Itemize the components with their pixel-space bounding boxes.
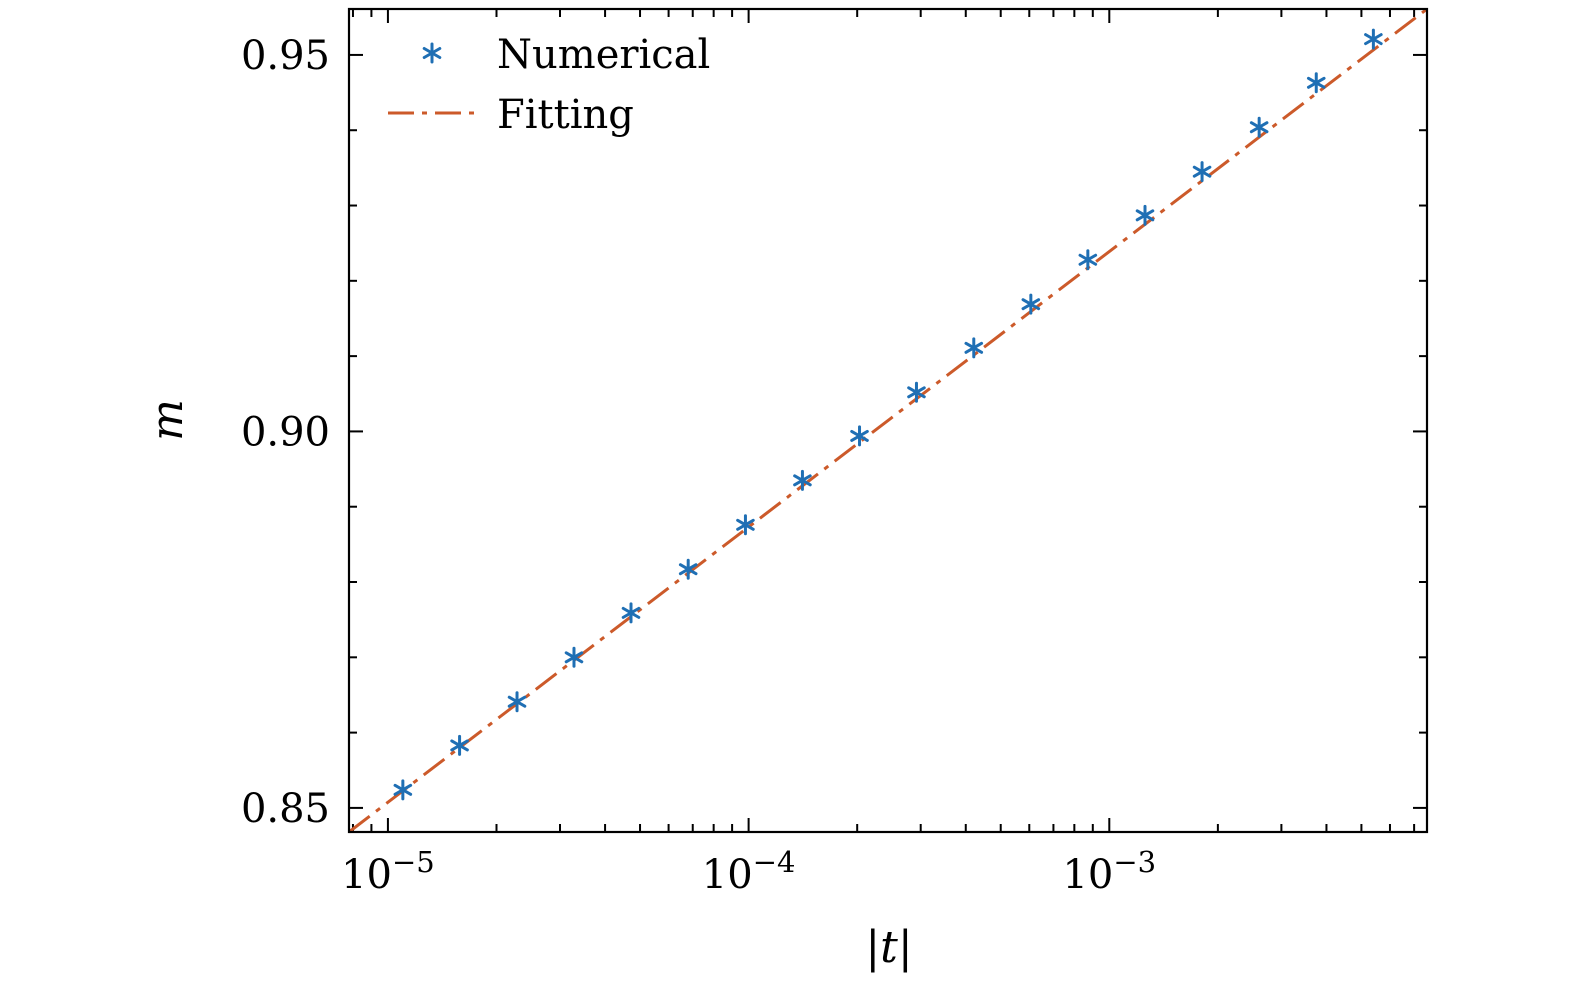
x-tick-label: 10−5 [341, 845, 435, 898]
data-point [507, 691, 527, 713]
data-point [907, 381, 926, 403]
legend-marker-numerical [422, 42, 442, 64]
numerical-series [393, 28, 1383, 801]
data-point [393, 779, 413, 801]
y-tick-label: 0.95 [241, 33, 330, 79]
y-axis-label: m [142, 399, 193, 441]
x-tick-label: 10−3 [1062, 845, 1156, 898]
legend-label-numerical: Numerical [497, 32, 710, 78]
fitting-series [348, 7, 1428, 834]
data-point [1306, 72, 1326, 94]
y-tick-label: 0.90 [241, 409, 330, 455]
data-point [564, 646, 584, 668]
data-point [1192, 161, 1212, 183]
data-point [678, 558, 698, 580]
data-point [793, 469, 812, 491]
axis-ticks [349, 9, 1427, 832]
x-axis-label: |t| [865, 922, 912, 973]
plot-frame [347, 7, 1429, 834]
legend-marker-star [422, 42, 442, 64]
axis-tick-labels: 10−5 10−4 10−3 0.85 0.90 0.95 [241, 33, 1156, 898]
data-point [736, 514, 755, 536]
data-point [1078, 249, 1098, 271]
data-point [621, 602, 641, 624]
x-tick-label: 10−4 [702, 845, 796, 898]
data-point [450, 734, 469, 756]
fitting-line [348, 7, 1428, 834]
data-point [1364, 28, 1383, 50]
legend-label-fitting: Fitting [497, 92, 634, 138]
data-point [850, 425, 869, 447]
data-point [1249, 116, 1269, 138]
data-point [964, 337, 984, 359]
data-point [1135, 204, 1155, 226]
y-tick-label: 0.85 [241, 786, 330, 832]
legend: Numerical Fitting [388, 32, 710, 138]
data-point [1021, 293, 1041, 315]
